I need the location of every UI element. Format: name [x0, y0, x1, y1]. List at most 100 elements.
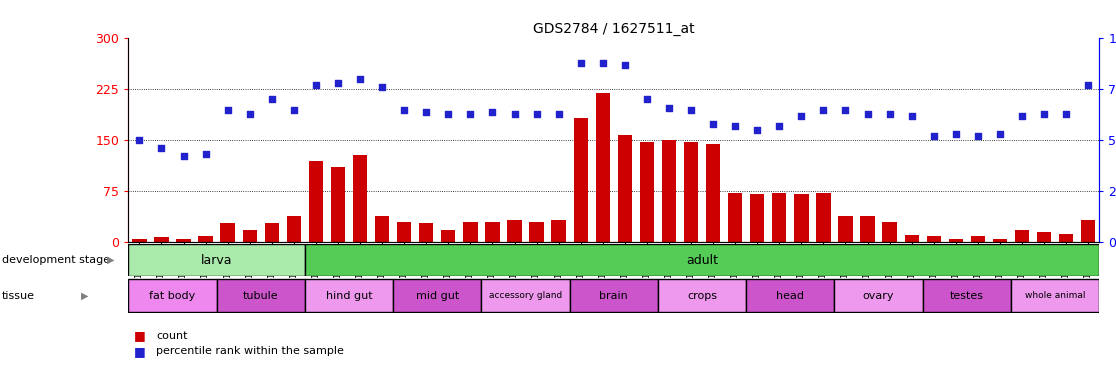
Text: mid gut: mid gut	[415, 291, 459, 301]
Point	[219, 107, 237, 113]
Bar	[221, 223, 234, 242]
Point	[307, 82, 325, 88]
Bar	[658, 279, 747, 312]
Point	[837, 107, 855, 113]
Point	[638, 96, 656, 103]
Bar	[596, 93, 610, 242]
Point	[991, 131, 1009, 137]
Text: ▶: ▶	[107, 255, 115, 265]
Point	[506, 111, 523, 117]
Bar	[639, 142, 654, 242]
Bar	[816, 193, 830, 242]
Point	[1057, 111, 1075, 117]
Bar	[508, 220, 521, 242]
Bar	[662, 140, 676, 242]
Bar	[1081, 220, 1096, 242]
Bar	[1011, 279, 1099, 312]
Text: count: count	[156, 331, 187, 341]
Bar	[835, 279, 923, 312]
Point	[925, 133, 943, 139]
Bar	[242, 230, 257, 242]
Point	[749, 127, 767, 133]
Text: larva: larva	[201, 254, 232, 266]
Bar	[1037, 232, 1051, 242]
Bar	[883, 222, 897, 242]
Point	[660, 104, 677, 111]
Bar	[971, 237, 985, 242]
Bar	[305, 245, 1099, 276]
Text: hind gut: hind gut	[326, 291, 373, 301]
Bar	[441, 230, 455, 242]
Bar	[706, 144, 720, 242]
Point	[352, 76, 369, 82]
Bar	[420, 223, 433, 242]
Bar	[750, 194, 764, 242]
Point	[153, 145, 171, 151]
Bar	[463, 222, 478, 242]
Bar	[617, 135, 632, 242]
Bar	[199, 237, 213, 242]
Point	[263, 96, 281, 103]
Point	[461, 111, 479, 117]
Point	[682, 107, 700, 113]
Text: percentile rank within the sample: percentile rank within the sample	[156, 346, 344, 356]
Bar	[393, 279, 481, 312]
Point	[815, 107, 833, 113]
Point	[727, 123, 744, 129]
Bar	[264, 223, 279, 242]
Text: ■: ■	[134, 329, 146, 343]
Bar	[684, 142, 699, 242]
Point	[858, 111, 876, 117]
Point	[174, 153, 192, 159]
Bar	[128, 279, 217, 312]
Bar	[353, 155, 367, 242]
Bar	[728, 193, 742, 242]
Bar	[1059, 234, 1074, 242]
Title: GDS2784 / 1627511_at: GDS2784 / 1627511_at	[533, 22, 694, 36]
Bar	[128, 245, 305, 276]
Point	[483, 109, 501, 115]
Point	[285, 107, 302, 113]
Text: tissue: tissue	[2, 291, 36, 301]
Text: fat body: fat body	[150, 291, 195, 301]
Point	[373, 84, 391, 90]
Text: ovary: ovary	[863, 291, 894, 301]
Point	[329, 80, 347, 86]
Point	[131, 137, 148, 143]
Bar	[923, 279, 1011, 312]
Bar	[330, 167, 345, 242]
Bar	[485, 222, 500, 242]
Bar	[176, 238, 191, 242]
Text: crops: crops	[687, 291, 718, 301]
Bar	[132, 238, 146, 242]
Text: head: head	[777, 291, 805, 301]
Point	[528, 111, 546, 117]
Point	[395, 107, 413, 113]
Bar	[154, 237, 169, 242]
Text: development stage: development stage	[2, 255, 110, 265]
Bar	[993, 238, 1007, 242]
Text: brain: brain	[599, 291, 628, 301]
Point	[1036, 111, 1054, 117]
Bar	[481, 279, 569, 312]
Bar	[397, 222, 412, 242]
Bar	[838, 216, 853, 242]
Point	[616, 62, 634, 68]
Point	[903, 113, 921, 119]
Bar	[949, 238, 963, 242]
Point	[594, 60, 612, 66]
Bar	[1014, 230, 1029, 242]
Bar	[860, 216, 875, 242]
Point	[792, 113, 810, 119]
Bar	[795, 194, 808, 242]
Bar	[926, 237, 941, 242]
Point	[770, 123, 788, 129]
Point	[440, 111, 458, 117]
Text: whole animal: whole animal	[1024, 291, 1086, 300]
Bar	[551, 220, 566, 242]
Text: accessory gland: accessory gland	[489, 291, 562, 300]
Bar	[574, 118, 588, 242]
Point	[969, 133, 987, 139]
Text: adult: adult	[686, 254, 718, 266]
Bar	[747, 279, 835, 312]
